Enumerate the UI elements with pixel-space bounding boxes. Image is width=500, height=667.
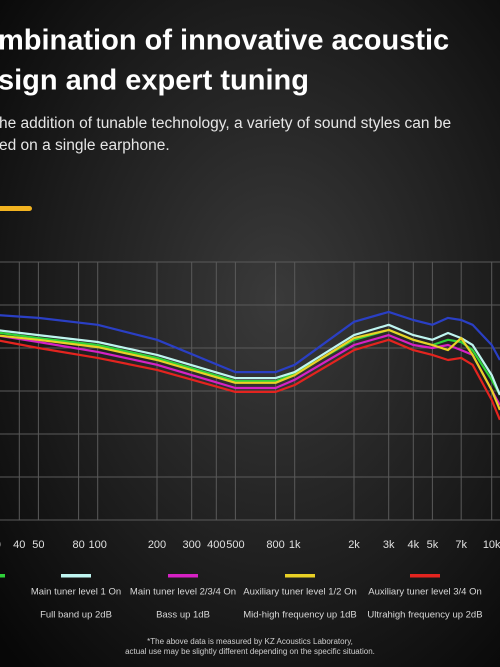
series-line — [0, 310, 500, 374]
series-line — [0, 328, 500, 411]
legend-label: Auxiliary tuner level 1/2 On — [243, 587, 357, 598]
x-tick-label: 10k — [483, 539, 500, 551]
x-tick-label: 7k — [455, 539, 467, 551]
x-tick-label: 4k — [407, 539, 419, 551]
x-tick-label: 300 — [183, 539, 201, 551]
x-tick-label: 40 — [13, 539, 25, 551]
x-tick-label: 3k — [383, 539, 395, 551]
x-tick-label: 1k — [289, 539, 301, 551]
subtitle-line: ed on a single earphone. — [0, 137, 170, 154]
legend-note: Full band up 2dB — [40, 610, 112, 621]
legend-note: Mid-high frequency up 1dB — [243, 610, 357, 621]
x-tick-label: 500 — [226, 539, 244, 551]
series-line — [0, 323, 500, 396]
x-tick-label: 200 — [148, 539, 166, 551]
x-tick-label: 5k — [427, 539, 439, 551]
x-tick-label: 400 — [207, 539, 225, 551]
x-tick-label: 30 — [0, 539, 1, 551]
legend-label: Auxiliary tuner level 3/4 On — [368, 587, 482, 598]
series-line — [0, 334, 500, 406]
legend-note: Ultrahigh frequency up 2dB — [367, 610, 482, 621]
subtitle-line: he addition of tunable technology, a var… — [0, 115, 451, 132]
legend-swatch — [285, 574, 315, 578]
x-tick-label: 800 — [266, 539, 284, 551]
legend-note: Bass up 1dB — [156, 610, 210, 621]
legend-swatch — [61, 574, 91, 578]
legend-label: Main tuner level 1 On — [31, 587, 121, 598]
x-tick-label: 80 — [72, 539, 84, 551]
accent-bar — [0, 206, 32, 211]
legend-swatch — [0, 574, 5, 578]
x-tick-label: 50 — [32, 539, 44, 551]
series-line — [0, 338, 500, 421]
title-line: mbination of innovative acoustic — [0, 25, 449, 57]
x-tick-label: 100 — [89, 539, 107, 551]
x-tick-label: 2k — [348, 539, 360, 551]
legend-swatch — [410, 574, 440, 578]
footnote-line: *The above data is measured by KZ Acoust… — [147, 637, 353, 646]
legend-swatch — [168, 574, 198, 578]
legend-label: Main tuner level 2/3/4 On — [130, 587, 236, 598]
footnote-line: actual use may be slightly different dep… — [125, 647, 375, 656]
title-line: sign and expert tuning — [0, 65, 309, 97]
